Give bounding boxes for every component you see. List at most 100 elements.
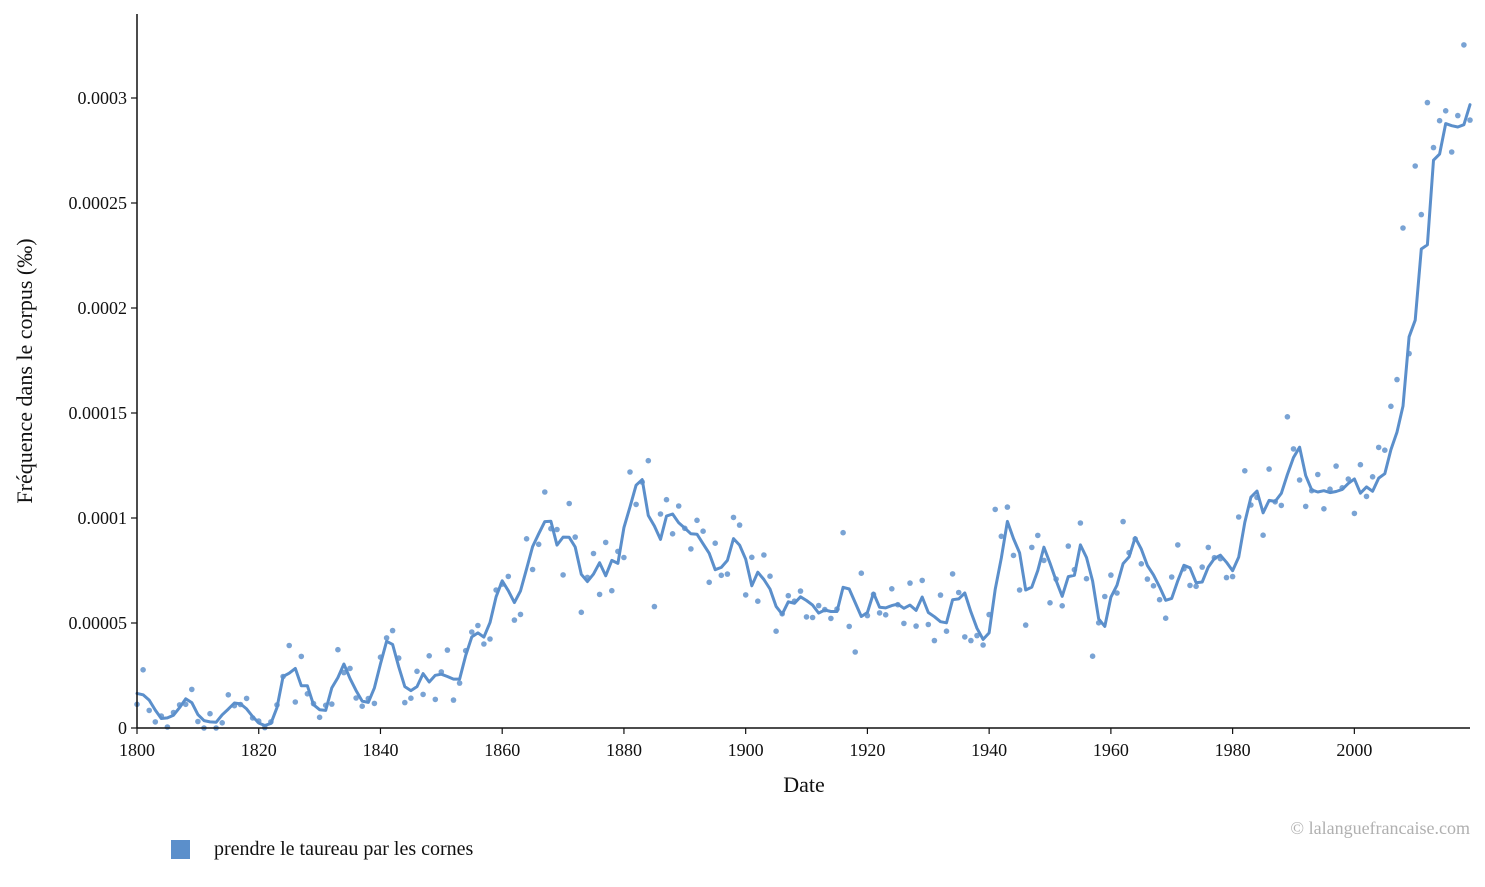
data-point [389,627,396,634]
data-point [1260,532,1266,538]
data-point [797,588,804,594]
data-point [207,710,213,717]
data-point [968,637,974,644]
data-point [329,701,335,707]
data-point [1363,493,1370,500]
data-point [359,703,366,709]
data-point [1436,117,1443,124]
y-tick-label: 0.00015 [69,403,128,423]
data-point [840,529,846,536]
x-tick-label: 2000 [1336,740,1372,760]
data-point [1382,447,1388,454]
data-point [1077,520,1084,526]
x-tick-label: 1920 [849,740,885,760]
data-point [627,469,633,475]
data-point [566,500,572,507]
data-point [1351,510,1358,517]
data-point [724,571,731,577]
data-point [651,603,658,610]
data-point [657,511,664,517]
data-point [590,550,597,557]
data-point [669,531,676,537]
data-point [152,719,159,725]
data-point [925,621,932,628]
data-point [688,546,694,552]
data-point [949,571,956,577]
data-point [913,623,919,629]
data-point [742,592,749,598]
data-point [1114,590,1120,596]
data-point [1321,506,1327,512]
data-point [1041,557,1047,564]
data-point [1083,575,1090,582]
data-point [1010,552,1017,559]
data-point [1235,514,1242,520]
data-point [901,620,907,627]
data-point [761,552,767,558]
x-tick-label: 1880 [606,740,642,760]
data-point [1223,574,1230,581]
data-point [1375,444,1382,451]
data-point [730,514,737,521]
data-point [195,718,201,725]
data-point [505,573,512,580]
data-point [882,612,889,618]
x-tick-label: 1840 [362,740,398,760]
data-point [1400,225,1406,231]
x-axis-ticks: 1800 1820 1840 1860 1880 1900 1920 1940 1960 1980… [119,728,1372,760]
data-point [1467,117,1473,123]
data-point [700,528,706,534]
data-point [889,586,895,592]
y-axis-ticks: 0 0.00005 0.0001 0.00015 0.0002 0.00025 0.0003 [69,88,137,738]
data-point [1144,576,1151,582]
x-tick-label: 1940 [971,740,1007,760]
data-point [164,724,171,730]
data-point [371,700,378,707]
data-point [450,697,457,703]
data-point [432,696,439,703]
data-point [1418,211,1425,218]
data-point [316,714,323,721]
data-point [596,591,603,598]
data-point [736,522,743,528]
data-point [469,629,475,635]
data-point [1187,582,1193,589]
data-point [286,642,293,649]
data-point [383,635,390,641]
data-point [408,695,414,701]
y-tick-label: 0.0001 [78,508,128,528]
data-point [1448,149,1455,155]
y-tick-label: 0.0002 [78,298,128,318]
data-point [529,566,536,573]
data-point [803,614,810,620]
data-point [974,632,980,639]
data-point [1424,99,1431,106]
data-point [243,695,250,702]
data-point [815,602,822,609]
data-point [998,533,1005,540]
x-tick-label: 1860 [484,740,520,760]
y-tick-label: 0.00025 [69,193,128,213]
data-point [140,667,146,673]
y-tick-label: 0 [118,718,127,738]
data-point [718,572,725,579]
data-point [1369,474,1376,480]
data-point [1138,561,1145,567]
data-point [560,572,566,578]
data-point [554,526,560,533]
data-point [444,647,451,653]
data-point [1205,544,1212,551]
data-point [749,554,755,561]
data-point [907,580,913,586]
data-point [426,653,433,659]
data-point [475,622,481,629]
data-point [1266,466,1272,472]
data-point [633,501,639,508]
data-point [1047,600,1053,606]
data-point [1315,471,1321,478]
data-point [852,649,858,655]
data-point [1333,463,1339,469]
x-tick-label: 1900 [728,740,764,760]
data-point [645,457,652,464]
data-point [578,609,585,616]
